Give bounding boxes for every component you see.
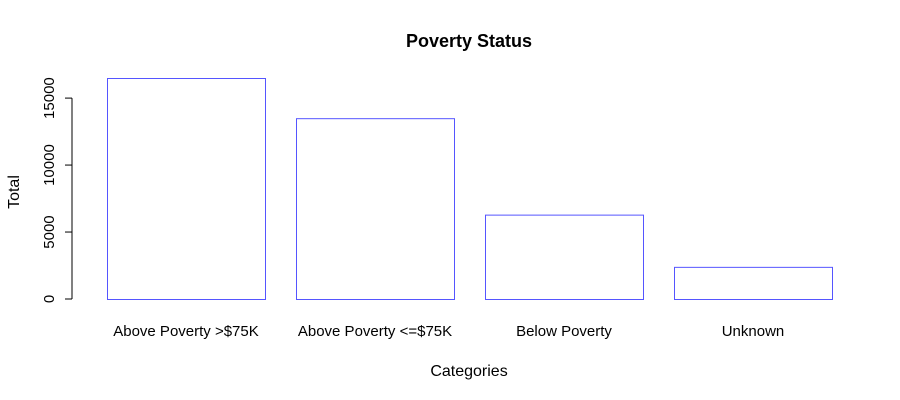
bar-1	[107, 78, 266, 300]
bar-2	[296, 118, 455, 300]
bars-group	[107, 78, 833, 301]
x-category-label: Below Poverty	[516, 323, 612, 340]
chart-title: Poverty Status	[406, 31, 532, 51]
x-category-label: Above Poverty >$75K	[113, 323, 259, 340]
x-category-label: Unknown	[722, 323, 785, 340]
y-tick-label: 5000	[41, 215, 58, 248]
y-tick-label: 0	[41, 295, 58, 303]
x-category-label: Above Poverty <=$75K	[298, 323, 452, 340]
bar-3	[485, 214, 644, 300]
y-axis-title: Total	[6, 175, 23, 209]
bar-4	[674, 266, 833, 301]
y-axis: 0 5000 10000 15000	[41, 77, 73, 303]
y-tick-label: 10000	[41, 144, 58, 186]
y-tick-label: 15000	[41, 77, 58, 119]
category-labels: Above Poverty >$75K Above Poverty <=$75K B…	[113, 323, 784, 340]
x-axis-title: Categories	[430, 363, 507, 380]
